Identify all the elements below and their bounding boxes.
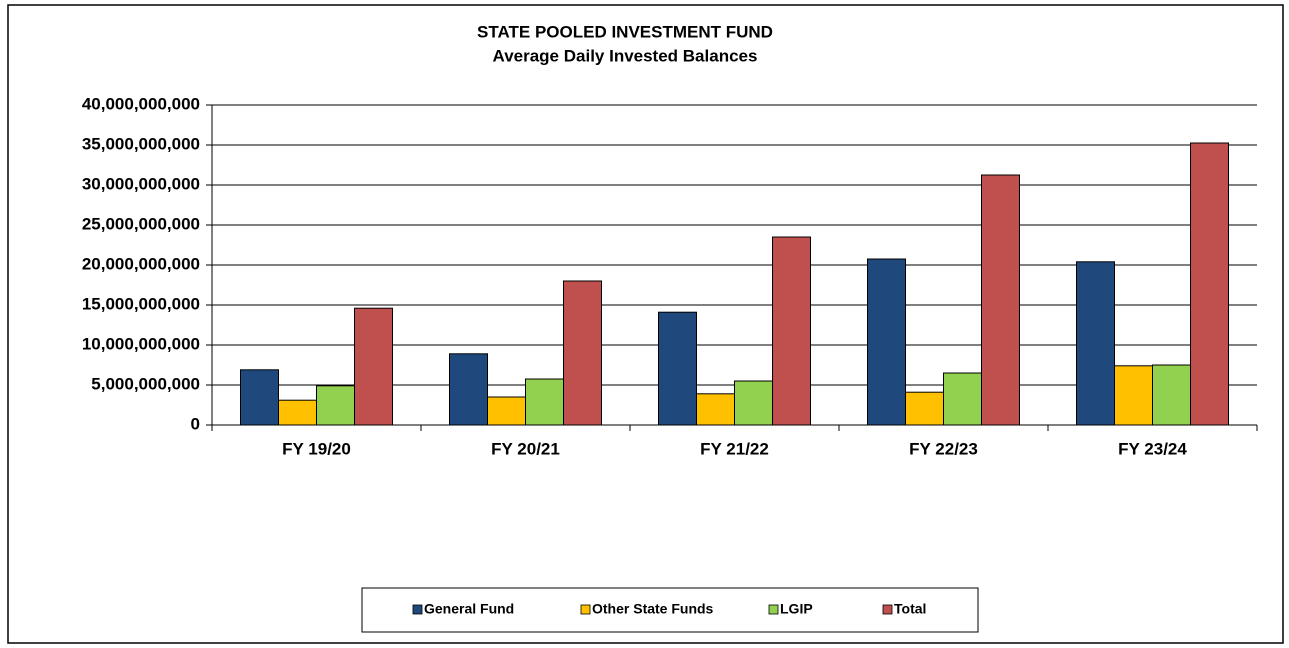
legend-swatch	[768, 604, 779, 615]
bar	[772, 236, 811, 426]
bar	[525, 378, 564, 426]
bar	[905, 391, 944, 426]
x-tick-label: FY 21/22	[700, 439, 769, 458]
y-tick-label: 0	[191, 414, 200, 433]
y-tick-label: 20,000,000,000	[82, 254, 200, 273]
bar	[354, 307, 393, 426]
bar	[981, 174, 1020, 426]
x-tick-label: FY 22/23	[909, 439, 978, 458]
x-tick-label: FY 20/21	[491, 439, 560, 458]
legend-swatch	[412, 604, 423, 615]
bar	[1114, 365, 1153, 426]
y-tick-label: 35,000,000,000	[82, 134, 200, 153]
legend-swatch	[882, 604, 893, 615]
bar	[867, 258, 906, 426]
y-tick-label: 5,000,000,000	[91, 374, 200, 393]
bar	[449, 353, 488, 426]
bar	[1152, 364, 1191, 426]
bar	[1076, 261, 1115, 426]
y-tick-label: 40,000,000,000	[82, 94, 200, 113]
bar	[734, 380, 773, 426]
x-tick-label: FY 23/24	[1118, 439, 1187, 458]
legend-box	[361, 587, 979, 633]
bar	[696, 393, 735, 426]
bar	[487, 396, 526, 426]
legend-label: Total	[894, 601, 926, 617]
bar	[240, 369, 279, 426]
legend-label: General Fund	[424, 601, 514, 617]
bar	[1190, 142, 1229, 426]
bar	[943, 372, 982, 426]
bar	[658, 311, 697, 426]
x-tick-label: FY 19/20	[282, 439, 351, 458]
chart-subtitle: Average Daily Invested Balances	[493, 46, 758, 65]
y-tick-label: 30,000,000,000	[82, 174, 200, 193]
chart-title: STATE POOLED INVESTMENT FUND	[477, 22, 773, 41]
bar	[278, 399, 317, 426]
legend-label: LGIP	[780, 601, 813, 617]
y-tick-label: 10,000,000,000	[82, 334, 200, 353]
bar	[316, 385, 355, 426]
bar	[563, 280, 602, 426]
legend-swatch	[580, 604, 591, 615]
y-tick-label: 15,000,000,000	[82, 294, 200, 313]
legend-label: Other State Funds	[592, 601, 714, 617]
chart-frame	[7, 4, 1284, 644]
y-tick-label: 25,000,000,000	[82, 214, 200, 233]
